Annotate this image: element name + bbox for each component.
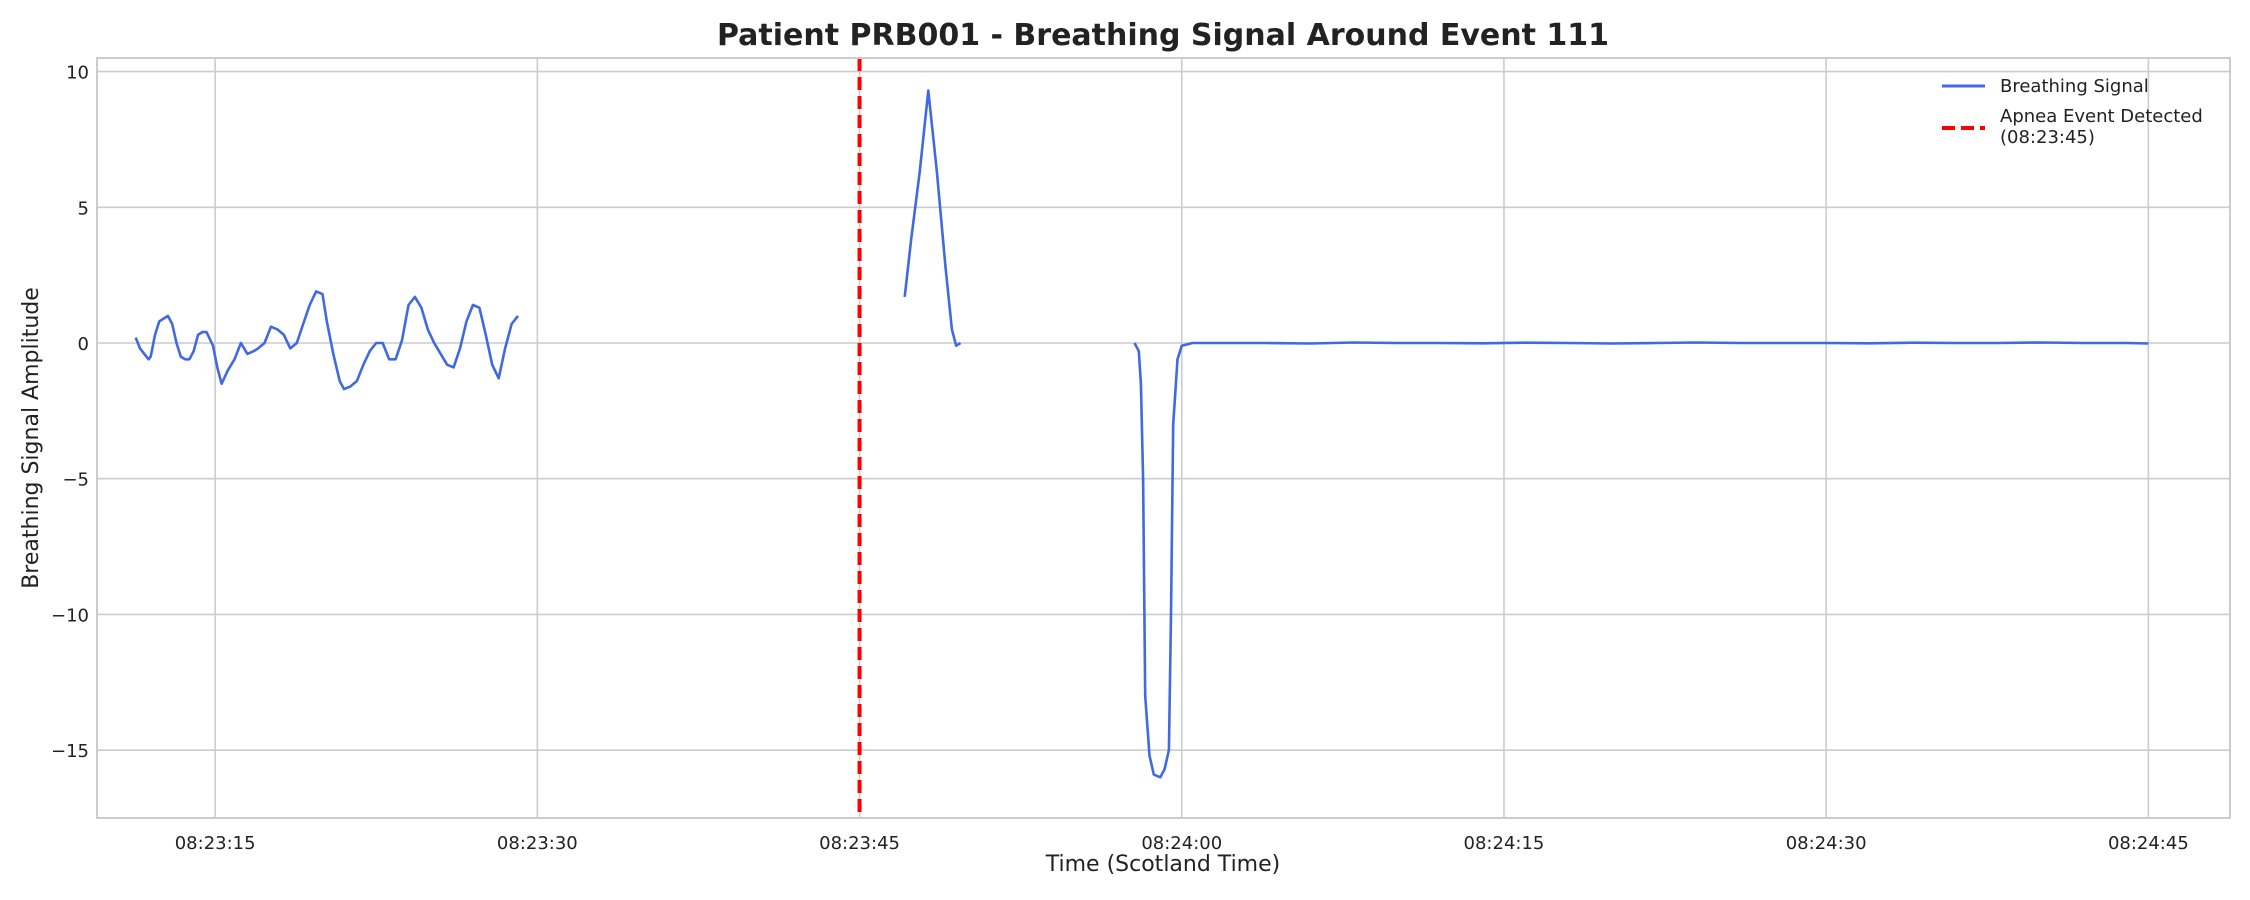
y-tick-label: −10 bbox=[51, 605, 89, 626]
breathing-signal-line bbox=[134, 290, 520, 391]
plot-area bbox=[96, 57, 2231, 819]
y-tick-label: 10 bbox=[66, 63, 89, 84]
chart-title: Patient PRB001 - Breathing Signal Around… bbox=[717, 18, 1609, 53]
y-tick-label: 5 bbox=[78, 198, 89, 219]
plot-frame bbox=[96, 57, 2231, 819]
x-tick-label: 08:23:45 bbox=[819, 833, 900, 854]
y-tick-label: −15 bbox=[51, 741, 89, 762]
x-tick-label: 08:23:15 bbox=[175, 833, 256, 854]
legend-label-apnea-event: Apnea Event Detected bbox=[2000, 106, 2203, 127]
legend: Breathing Signal Apnea Event Detected (0… bbox=[1942, 76, 2203, 148]
y-tick-label: −5 bbox=[62, 470, 89, 491]
x-tick-label: 08:24:00 bbox=[1141, 833, 1222, 854]
x-axis-label: Time (Scotland Time) bbox=[1045, 852, 1280, 877]
legend-label-breathing-signal: Breathing Signal bbox=[2000, 76, 2149, 97]
series-layer bbox=[134, 89, 2149, 779]
breathing-signal-line bbox=[903, 89, 962, 347]
x-tick-label: 08:24:15 bbox=[1464, 833, 1545, 854]
legend-label-apnea-event-time: (08:23:45) bbox=[2000, 127, 2095, 148]
x-tick-label: 08:24:30 bbox=[1786, 833, 1867, 854]
plot-background bbox=[97, 58, 2230, 818]
y-axis-ticks: 10 5 0 −5 −10 −15 bbox=[51, 63, 89, 763]
x-tick-label: 08:24:45 bbox=[2108, 833, 2189, 854]
breathing-signal-line bbox=[1133, 341, 2149, 779]
y-tick-label: 0 bbox=[78, 334, 89, 355]
x-tick-label: 08:23:30 bbox=[497, 833, 578, 854]
y-axis-label: Breathing Signal Amplitude bbox=[19, 287, 44, 589]
x-axis-ticks: 08:23:15 08:23:30 08:23:45 08:24:00 08:24:15… bbox=[175, 833, 2189, 854]
